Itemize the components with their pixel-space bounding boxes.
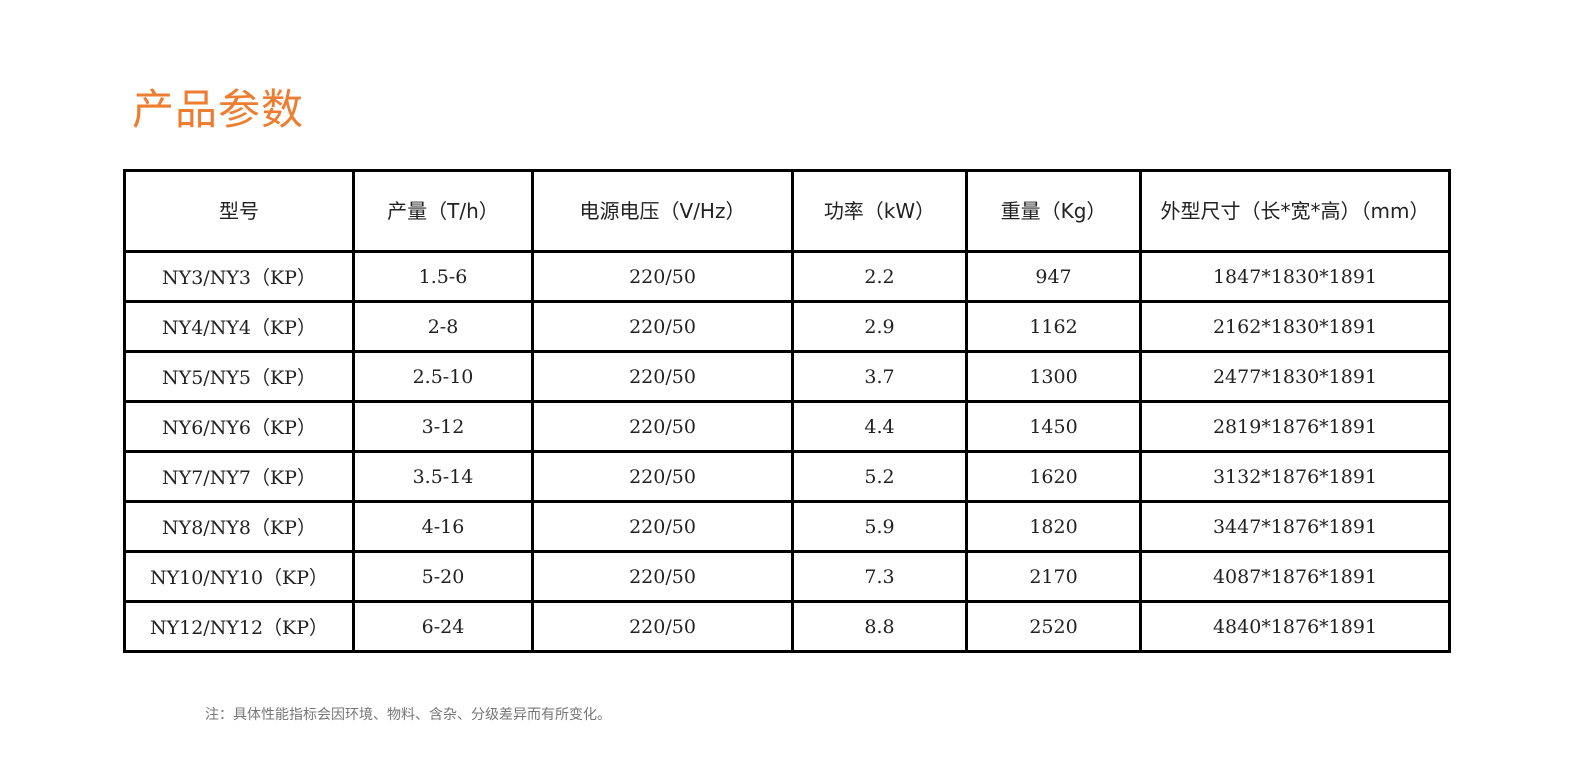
table-row: NY7/NY7（KP） 3.5-14 220/50 5.2 1620 3132*1876*… <box>123 450 1451 503</box>
table-cell: 2162*1830*1891 <box>1139 300 1451 353</box>
table-row: NY12/NY12（KP） 6-24 220/50 8.8 2520 4840*1876*… <box>123 600 1451 653</box>
table-cell: NY5/NY5（KP） <box>123 350 355 403</box>
table-cell: 3132*1876*1891 <box>1139 450 1451 503</box>
table-cell: NY6/NY6（KP） <box>123 400 355 453</box>
table-cell: 1620 <box>965 450 1142 503</box>
table-cell: 220/50 <box>531 400 794 453</box>
table-cell: 5-20 <box>352 550 534 603</box>
table-cell: 1847*1830*1891 <box>1139 250 1451 303</box>
page-title: 产品参数 <box>132 85 305 134</box>
table-cell: 220/50 <box>531 250 794 303</box>
table-cell: 6-24 <box>352 600 534 653</box>
header-row: 型号 产量（T/h） 电源电压（V/Hz） 功率（kW） 重量（Kg） 外型尺寸（长*宽*… <box>123 169 1451 253</box>
table-cell: 4840*1876*1891 <box>1139 600 1451 653</box>
table-cell: 3.7 <box>791 350 968 403</box>
table-row: NY3/NY3（KP） 1.5-6 220/50 2.2 947 1847*1830*18… <box>123 250 1451 303</box>
table-row: NY6/NY6（KP） 3-12 220/50 4.4 1450 2819*1876*18… <box>123 400 1451 453</box>
table-cell: 8.8 <box>791 600 968 653</box>
table-cell: 4087*1876*1891 <box>1139 550 1451 603</box>
table-cell: 2477*1830*1891 <box>1139 350 1451 403</box>
table-cell: 1450 <box>965 400 1142 453</box>
column-header: 产量（T/h） <box>352 169 534 253</box>
table-cell: 2-8 <box>352 300 534 353</box>
table-cell: 220/50 <box>531 550 794 603</box>
spec-table: 型号 产量（T/h） 电源电压（V/Hz） 功率（kW） 重量（Kg） 外型尺寸（长*宽*… <box>123 169 1451 653</box>
table-cell: 3-12 <box>352 400 534 453</box>
table-cell: NY7/NY7（KP） <box>123 450 355 503</box>
table-cell: 2819*1876*1891 <box>1139 400 1451 453</box>
table-cell: 7.3 <box>791 550 968 603</box>
table-row: NY8/NY8（KP） 4-16 220/50 5.9 1820 3447*1876*18… <box>123 500 1451 553</box>
table-cell: 5.2 <box>791 450 968 503</box>
table-cell: 220/50 <box>531 300 794 353</box>
table-cell: 2.9 <box>791 300 968 353</box>
table-cell: NY4/NY4（KP） <box>123 300 355 353</box>
table-cell: 1300 <box>965 350 1142 403</box>
table-row: NY10/NY10（KP） 5-20 220/50 7.3 2170 4087*1876*… <box>123 550 1451 603</box>
table-cell: 5.9 <box>791 500 968 553</box>
table-cell: 2.5-10 <box>352 350 534 403</box>
table-cell: 1.5-6 <box>352 250 534 303</box>
table-row: NY5/NY5（KP） 2.5-10 220/50 3.7 1300 2477*1830*… <box>123 350 1451 403</box>
table-cell: 947 <box>965 250 1142 303</box>
table-cell: 220/50 <box>531 350 794 403</box>
table-cell: 220/50 <box>531 600 794 653</box>
table-cell: 1162 <box>965 300 1142 353</box>
table-cell: NY3/NY3（KP） <box>123 250 355 303</box>
table-cell: 2170 <box>965 550 1142 603</box>
column-header: 重量（Kg） <box>965 169 1142 253</box>
table-cell: 4-16 <box>352 500 534 553</box>
column-header: 型号 <box>123 169 355 253</box>
footnote: 注：具体性能指标会因环境、物料、含杂、分级差异而有所变化。 <box>205 707 611 723</box>
table-cell: 220/50 <box>531 450 794 503</box>
table-cell: 220/50 <box>531 500 794 553</box>
table-cell: NY12/NY12（KP） <box>123 600 355 653</box>
column-header: 电源电压（V/Hz） <box>531 169 794 253</box>
column-header: 外型尺寸（长*宽*高）（mm） <box>1139 169 1451 253</box>
table-cell: 2.2 <box>791 250 968 303</box>
table-cell: 3447*1876*1891 <box>1139 500 1451 553</box>
table-row: NY4/NY4（KP） 2-8 220/50 2.9 1162 2162*1830*189… <box>123 300 1451 353</box>
column-header: 功率（kW） <box>791 169 968 253</box>
table-cell: 3.5-14 <box>352 450 534 503</box>
table-cell: 1820 <box>965 500 1142 553</box>
table-cell: NY8/NY8（KP） <box>123 500 355 553</box>
table-cell: NY10/NY10（KP） <box>123 550 355 603</box>
table-cell: 4.4 <box>791 400 968 453</box>
table-cell: 2520 <box>965 600 1142 653</box>
